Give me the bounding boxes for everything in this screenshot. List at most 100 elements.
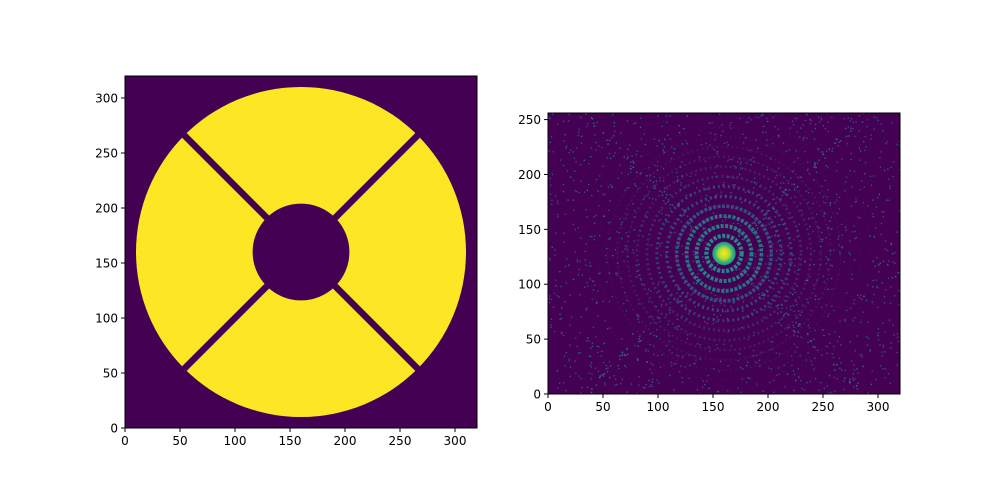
psf-noise bbox=[577, 134, 579, 137]
psf-noise bbox=[833, 390, 836, 392]
diffraction-spike bbox=[797, 325, 800, 327]
diffraction-spike bbox=[659, 190, 661, 192]
psf-noise bbox=[827, 121, 829, 123]
psf-noise bbox=[632, 333, 634, 335]
psf-noise bbox=[620, 278, 622, 280]
psf-noise bbox=[639, 126, 642, 129]
psf-noise bbox=[753, 181, 756, 184]
psf-noise bbox=[812, 202, 814, 205]
psf-noise bbox=[809, 225, 811, 228]
psf-noise bbox=[819, 264, 822, 266]
diffraction-spike bbox=[591, 388, 593, 390]
psf-noise bbox=[592, 289, 595, 291]
psf-noise bbox=[879, 344, 881, 346]
psf-noise bbox=[833, 345, 835, 348]
psf-noise bbox=[666, 121, 668, 123]
diffraction-spike bbox=[821, 151, 824, 153]
diffraction-spike bbox=[775, 202, 777, 204]
psf-noise bbox=[805, 113, 808, 115]
psf-noise bbox=[732, 184, 734, 186]
psf-noise bbox=[791, 262, 793, 264]
psf-noise bbox=[841, 223, 843, 226]
psf-noise bbox=[826, 385, 828, 387]
psf-noise bbox=[845, 176, 848, 179]
psf-noise bbox=[737, 387, 739, 389]
psf-noise bbox=[852, 319, 854, 321]
psf-noise bbox=[659, 218, 662, 221]
psf-noise bbox=[690, 229, 692, 231]
psf-noise bbox=[657, 284, 659, 286]
psf-noise bbox=[869, 235, 872, 238]
psf-noise bbox=[895, 143, 897, 145]
psf-noise bbox=[751, 231, 754, 233]
psf-noise bbox=[598, 205, 600, 207]
psf-noise bbox=[781, 318, 783, 320]
diffraction-spike bbox=[849, 382, 851, 384]
psf-noise bbox=[752, 355, 754, 357]
psf-noise bbox=[620, 223, 622, 226]
psf-noise bbox=[560, 285, 562, 288]
psf-noise bbox=[638, 274, 640, 276]
psf-noise bbox=[587, 386, 589, 388]
psf-noise bbox=[589, 261, 591, 264]
psf-noise bbox=[648, 167, 650, 169]
psf-noise bbox=[793, 389, 795, 392]
psf-noise bbox=[675, 363, 677, 365]
psf-noise bbox=[879, 262, 882, 264]
psf-noise bbox=[615, 378, 617, 380]
psf-noise bbox=[712, 212, 715, 214]
psf-noise bbox=[613, 375, 615, 377]
psf-noise bbox=[549, 193, 552, 195]
psf-noise bbox=[577, 274, 580, 276]
pupil-mask-y-tick-label: 0 bbox=[110, 422, 118, 436]
psf-noise bbox=[669, 312, 671, 314]
diffraction-spike bbox=[809, 339, 812, 342]
psf-noise bbox=[631, 155, 633, 157]
psf-noise bbox=[892, 175, 894, 178]
psf-noise bbox=[572, 199, 575, 201]
psf-noise bbox=[808, 172, 810, 175]
psf-noise bbox=[559, 313, 561, 316]
psf-noise bbox=[594, 284, 596, 287]
psf-noise bbox=[825, 150, 828, 152]
psf-noise bbox=[829, 204, 831, 207]
psf-noise bbox=[792, 293, 794, 296]
psf-noise bbox=[659, 243, 661, 245]
psf-noise bbox=[663, 200, 665, 202]
psf-noise bbox=[564, 365, 566, 367]
diffraction-spike bbox=[848, 380, 851, 383]
psf-noise bbox=[825, 202, 827, 204]
spider-vane bbox=[180, 131, 273, 224]
psf-noise bbox=[887, 277, 890, 280]
diffraction-spike bbox=[632, 166, 634, 169]
psf-noise bbox=[640, 172, 642, 174]
psf-noise bbox=[878, 264, 880, 266]
psf-noise bbox=[829, 220, 831, 222]
psf-noise bbox=[557, 123, 559, 126]
psf-noise bbox=[713, 313, 715, 316]
psf-noise bbox=[799, 355, 801, 357]
diffraction-spike bbox=[635, 171, 638, 174]
psf-noise bbox=[875, 378, 877, 381]
psf-noise bbox=[753, 187, 755, 189]
psf-noise bbox=[774, 234, 777, 236]
psf-noise bbox=[821, 329, 824, 331]
diffraction-spike bbox=[606, 370, 609, 373]
pupil-mask-x-tick-label: 200 bbox=[334, 434, 357, 448]
psf-noise bbox=[754, 230, 756, 233]
psf-noise bbox=[550, 298, 553, 301]
psf-noise bbox=[591, 280, 594, 282]
psf-noise bbox=[774, 235, 776, 237]
psf-noise bbox=[776, 250, 778, 252]
diffraction-spike bbox=[766, 210, 769, 212]
diffraction-spike bbox=[699, 279, 702, 281]
diffraction-spike bbox=[653, 185, 656, 187]
psf-noise bbox=[698, 269, 700, 271]
diffraction-spike bbox=[738, 268, 741, 270]
psf-noise bbox=[897, 272, 899, 274]
psf-noise bbox=[560, 332, 563, 335]
psf-noise bbox=[773, 170, 775, 172]
psf-noise bbox=[644, 143, 647, 146]
psf-noise bbox=[581, 386, 583, 389]
psf-noise bbox=[898, 303, 900, 306]
